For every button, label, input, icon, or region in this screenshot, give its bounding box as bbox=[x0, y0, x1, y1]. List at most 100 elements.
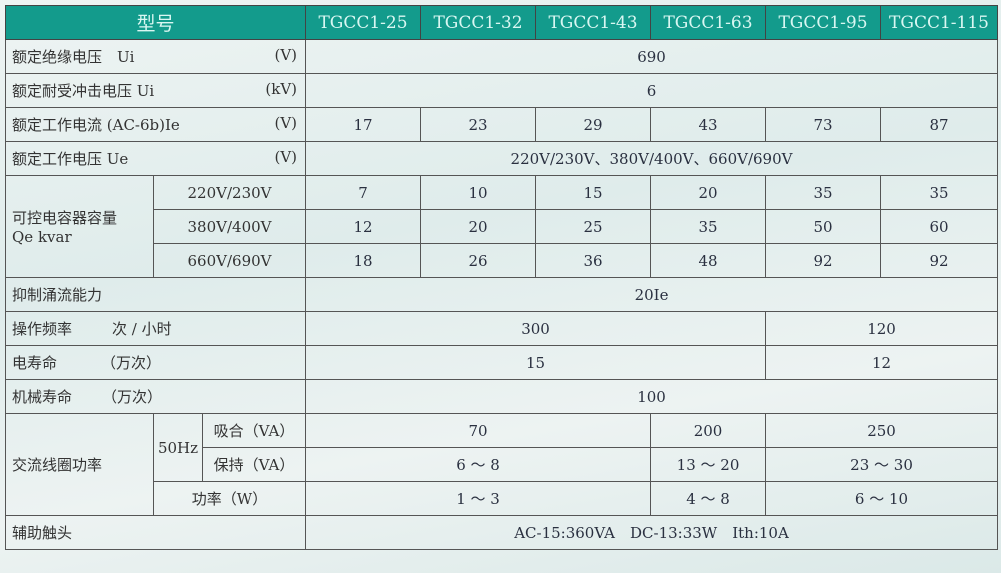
value: 6 ～ 8 bbox=[305, 447, 652, 482]
value: 100 bbox=[305, 379, 999, 414]
value: 18 bbox=[305, 243, 422, 278]
table-row: 保持（VA） 6 ～ 8 13 ～ 20 23 ～ 30 bbox=[6, 447, 999, 482]
value: 15 bbox=[535, 175, 652, 210]
model-col: TGCC1-63 bbox=[650, 5, 767, 40]
value: 29 bbox=[535, 107, 652, 142]
table-row: 额定工作电流 (AC-6b)Ie (V) 17 23 29 43 73 87 bbox=[4, 107, 999, 142]
value: 6 ～ 10 bbox=[765, 481, 999, 516]
value: 120 bbox=[765, 311, 999, 346]
model-col: TGCC1-95 bbox=[765, 5, 882, 40]
row-label: 额定工作电压 Ue (V) bbox=[4, 141, 307, 176]
value: 20 bbox=[420, 209, 537, 244]
value: 73 bbox=[765, 107, 882, 142]
value: 92 bbox=[880, 243, 999, 278]
value: 92 bbox=[765, 243, 882, 278]
row-label: 操作频率 次 / 小时 bbox=[4, 311, 307, 346]
value: 17 bbox=[305, 107, 422, 142]
unit: (V) bbox=[274, 114, 298, 132]
table-row: 交流线圈功率 50Hz 吸合（VA） 70 200 250 bbox=[5, 413, 999, 516]
label-text: 可控电容器容量 bbox=[12, 209, 118, 227]
voltage-label: 220V/230V bbox=[152, 175, 307, 210]
table-row: 可控电容器容量 Qe kvar 220V/230V 7 10 15 20 35 3… bbox=[5, 175, 999, 278]
value: AC-15:360VA DC-13:33W Ith:10A bbox=[305, 515, 999, 550]
label-text: Qe kvar bbox=[12, 228, 72, 246]
value: 36 bbox=[535, 243, 652, 278]
header-row: 型号 TGCC1-25 TGCC1-32 TGCC1-43 TGCC1-63 T… bbox=[4, 5, 999, 40]
label-text: 机械寿命 bbox=[12, 388, 73, 406]
value: 7 bbox=[305, 175, 422, 210]
label-text: 操作频率 bbox=[12, 320, 73, 338]
value: 300 bbox=[305, 311, 767, 346]
table-row: 额定工作电压 Ue (V) 220V/230V、380V/400V、660V/69… bbox=[4, 141, 999, 176]
label-text: 额定工作电压 Ue bbox=[12, 150, 129, 168]
table-row: 380V/400V 12 20 25 35 50 60 bbox=[6, 209, 999, 244]
value: 23 bbox=[420, 107, 537, 142]
value: 15 bbox=[305, 345, 767, 380]
value: 35 bbox=[880, 175, 999, 210]
sub-label: 功率（W） bbox=[152, 481, 307, 516]
value: 200 bbox=[650, 413, 767, 448]
value: 12 bbox=[305, 209, 422, 244]
value: 35 bbox=[765, 175, 882, 210]
value: 26 bbox=[420, 243, 537, 278]
table-row: 辅助触头 AC-15:360VA DC-13:33W Ith:10A bbox=[4, 515, 999, 550]
label-text: 电寿命 bbox=[12, 354, 58, 372]
row-label: 可控电容器容量 Qe kvar bbox=[5, 175, 154, 278]
unit: （万次） bbox=[101, 354, 162, 372]
value: 60 bbox=[880, 209, 999, 244]
value: 690 bbox=[305, 39, 999, 74]
model-header: 型号 bbox=[4, 5, 307, 40]
value: 10 bbox=[420, 175, 537, 210]
unit: 次 / 小时 bbox=[112, 320, 172, 338]
value: 70 bbox=[305, 413, 652, 448]
unit: (kV) bbox=[265, 80, 298, 98]
value: 1 ～ 3 bbox=[305, 481, 652, 516]
value: 23 ～ 30 bbox=[765, 447, 999, 482]
row-label: 额定耐受冲击电压 Ui (kV) bbox=[4, 73, 307, 108]
value: 250 bbox=[765, 413, 999, 448]
value: 87 bbox=[880, 107, 999, 142]
row-label: 额定工作电流 (AC-6b)Ie (V) bbox=[4, 107, 307, 142]
freq-label: 50Hz bbox=[153, 413, 203, 482]
table-row: 抑制涌流能力 20Ie bbox=[4, 277, 999, 312]
sub-label: 吸合（VA） bbox=[201, 413, 307, 448]
row-label: 交流线圈功率 bbox=[5, 413, 154, 516]
row-label: 机械寿命 （万次） bbox=[4, 379, 307, 414]
value: 43 bbox=[650, 107, 767, 142]
value: 50 bbox=[765, 209, 882, 244]
value: 35 bbox=[650, 209, 767, 244]
value: 25 bbox=[535, 209, 652, 244]
unit: (V) bbox=[274, 46, 298, 64]
model-col: TGCC1-32 bbox=[420, 5, 537, 40]
table-row: 额定耐受冲击电压 Ui (kV) 6 bbox=[4, 73, 999, 108]
value: 20Ie bbox=[305, 277, 999, 312]
value: 6 bbox=[305, 73, 999, 108]
row-label: 电寿命 （万次） bbox=[4, 345, 307, 380]
table-row: 操作频率 次 / 小时 300 120 bbox=[4, 311, 999, 346]
sub-label: 保持（VA） bbox=[201, 447, 307, 482]
spec-table: 型号 TGCC1-25 TGCC1-32 TGCC1-43 TGCC1-63 T… bbox=[4, 5, 999, 550]
table-row: 机械寿命 （万次） 100 bbox=[4, 379, 999, 414]
value: 220V/230V、380V/400V、660V/690V bbox=[305, 141, 999, 176]
model-col: TGCC1-115 bbox=[880, 5, 999, 40]
value: 48 bbox=[650, 243, 767, 278]
table-row: 额定绝缘电压 Ui (V) 690 bbox=[4, 39, 999, 74]
label-text: 额定绝缘电压 Ui bbox=[12, 48, 135, 66]
row-label: 抑制涌流能力 bbox=[4, 277, 307, 312]
row-label: 额定绝缘电压 Ui (V) bbox=[4, 39, 307, 74]
table-row: 电寿命 （万次） 15 12 bbox=[4, 345, 999, 380]
row-label: 辅助触头 bbox=[4, 515, 307, 550]
unit: (V) bbox=[274, 148, 298, 166]
model-col: TGCC1-25 bbox=[305, 5, 422, 40]
voltage-label: 660V/690V bbox=[152, 243, 307, 278]
unit: （万次） bbox=[102, 388, 163, 406]
model-col: TGCC1-43 bbox=[535, 5, 652, 40]
value: 20 bbox=[650, 175, 767, 210]
value: 4 ～ 8 bbox=[650, 481, 767, 516]
voltage-label: 380V/400V bbox=[152, 209, 307, 244]
value: 12 bbox=[765, 345, 999, 380]
label-text: 额定耐受冲击电压 Ui bbox=[12, 82, 155, 100]
label-text: 额定工作电流 (AC-6b)Ie bbox=[12, 116, 180, 134]
table-row: 660V/690V 18 26 36 48 92 92 bbox=[6, 243, 999, 278]
value: 13 ～ 20 bbox=[650, 447, 767, 482]
